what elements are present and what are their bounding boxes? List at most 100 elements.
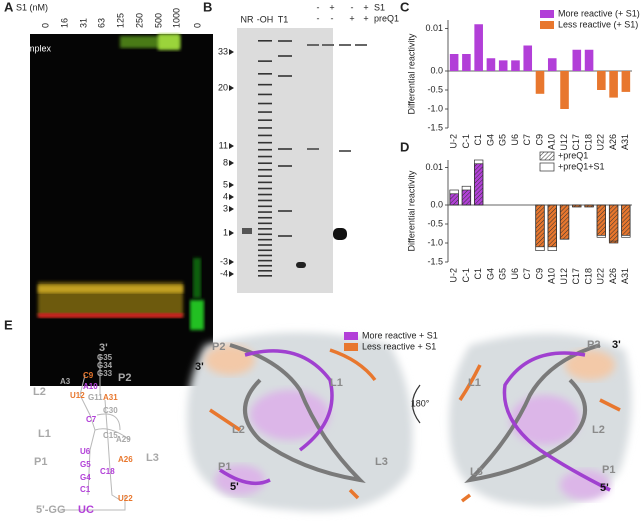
gel-band	[258, 134, 272, 137]
gel-band	[242, 228, 252, 234]
marker-arrow	[229, 194, 234, 200]
x-tick-label: A10	[547, 268, 557, 284]
structure-label: 3'	[195, 361, 204, 373]
nucleotide: G34	[97, 361, 113, 370]
lane-label: 250	[134, 13, 144, 28]
structure-label: L3	[146, 452, 159, 464]
gel-band	[258, 83, 272, 86]
structure-label: 5'	[600, 482, 609, 494]
lane-label: 16	[59, 18, 69, 28]
panel-letter: A	[4, 0, 14, 14]
y-tick-label: -1.0	[427, 103, 443, 113]
y-tick-label: -0.5	[427, 84, 443, 94]
bar	[547, 204, 557, 251]
marker-arrow	[229, 259, 234, 265]
gel-band	[258, 249, 272, 252]
x-tick-label: A31	[620, 134, 630, 150]
gel-band	[258, 40, 272, 42]
sign: -	[317, 13, 320, 23]
x-tick-label: U6	[510, 134, 520, 146]
gel-band	[339, 44, 351, 46]
legend-swatch	[540, 21, 554, 29]
nucleotide: C7	[86, 415, 97, 424]
marker-arrow	[229, 271, 234, 277]
bar	[474, 163, 484, 206]
sign: +	[363, 2, 368, 12]
x-tick-label: A10	[547, 134, 557, 150]
structure-label: UC	[78, 504, 94, 516]
marker-label: 33	[218, 46, 228, 56]
bar	[474, 159, 484, 206]
gel-band	[258, 259, 272, 262]
gel-band	[258, 73, 272, 75]
gel-band	[258, 275, 272, 277]
bar	[559, 204, 570, 240]
structure-label: P2	[118, 372, 131, 384]
gel-band	[355, 44, 367, 46]
gel-band	[258, 181, 272, 184]
gel-band	[258, 222, 272, 225]
gel-band	[258, 254, 272, 257]
sign: -	[351, 2, 354, 12]
gel-band	[307, 44, 319, 46]
legend-swatch	[344, 332, 358, 340]
legend-swatch	[344, 343, 358, 351]
gel-a	[30, 34, 213, 386]
gel-band	[258, 175, 272, 177]
bar	[560, 71, 569, 109]
marker-label: -3	[220, 256, 228, 266]
x-tick-label: U12	[559, 268, 569, 285]
bar	[474, 24, 483, 71]
structure-label: 3'	[612, 339, 621, 351]
bar	[572, 49, 582, 71]
sign: +	[349, 13, 354, 23]
gel-b	[237, 28, 367, 293]
marker-label: 1	[223, 227, 228, 237]
bar	[498, 60, 508, 71]
x-tick-label: A31	[620, 268, 630, 284]
bar	[609, 71, 618, 98]
marker-arrow	[229, 160, 234, 166]
structure-label: L2	[592, 424, 605, 436]
marker-label: 4	[223, 191, 228, 201]
panel-letter: B	[203, 0, 212, 14]
marker-label: -4	[220, 268, 228, 278]
x-tick-label: C9	[534, 268, 544, 280]
gel-band	[258, 193, 272, 196]
structure-label: 5'	[230, 481, 239, 493]
bar	[449, 189, 459, 206]
gel-band	[278, 75, 292, 77]
lane-label: 125	[115, 13, 125, 28]
gel-band	[258, 127, 272, 129]
bar	[461, 189, 472, 206]
structure-label: L3	[375, 456, 388, 468]
legend-label: Less reactive + S1	[362, 341, 436, 351]
structure-label: P1	[218, 461, 231, 473]
bar	[535, 71, 545, 94]
gel-band	[258, 211, 272, 213]
bar	[547, 58, 557, 71]
marker-arrow	[229, 206, 234, 212]
lane-label: T1	[278, 14, 289, 24]
y-tick-label: -1.5	[427, 256, 443, 266]
y-tick-label: -1.5	[427, 122, 443, 132]
bar	[608, 204, 619, 244]
x-tick-label: A26	[608, 268, 618, 284]
gel-band	[258, 111, 272, 113]
gel-band	[258, 238, 272, 241]
y-tick-label: 0.0	[430, 199, 443, 209]
x-tick-label: C1	[473, 268, 483, 280]
nucleotide: C15	[103, 431, 118, 440]
legend-swatch	[540, 10, 554, 18]
bar	[584, 49, 594, 71]
bar	[608, 204, 619, 242]
lane-label: 31	[78, 18, 88, 28]
bar	[449, 54, 459, 71]
row-label: preQ1	[374, 13, 399, 23]
x-tick-label: U12	[559, 134, 569, 151]
structure-label: L1	[468, 377, 481, 389]
structure-label: 3'	[99, 342, 108, 354]
x-tick-label: U-2	[449, 134, 459, 149]
bar	[462, 54, 471, 71]
marker-arrow	[229, 182, 234, 188]
